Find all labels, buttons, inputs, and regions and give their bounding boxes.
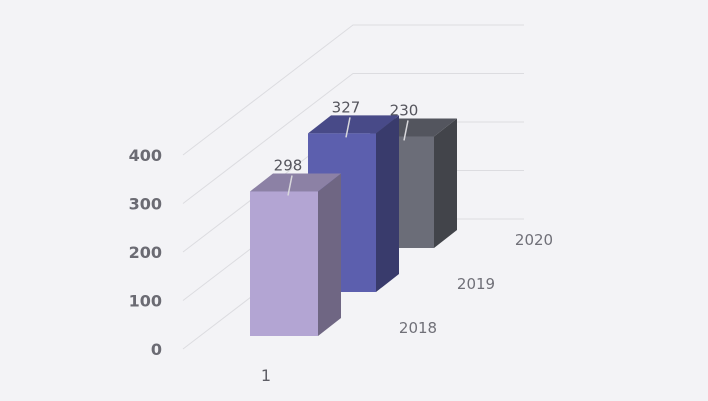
bar-side-face xyxy=(318,173,341,336)
series-label: 2019 xyxy=(457,275,495,293)
y-axis-ticks: 0 100 200 300 400 xyxy=(129,146,162,359)
bar-front-face xyxy=(250,191,318,336)
bar-top-face xyxy=(308,115,399,134)
series-labels: 2020 2019 2018 xyxy=(399,231,553,337)
y-tick-label: 400 xyxy=(129,146,162,165)
data-label-leader xyxy=(403,120,409,141)
bar-side-face xyxy=(434,118,457,248)
gridline xyxy=(182,24,524,156)
data-label: 327 xyxy=(332,98,361,116)
y-tick-label: 200 xyxy=(129,243,162,262)
y-tick-label: 300 xyxy=(129,195,162,214)
bar-side-face xyxy=(376,115,399,292)
data-label-leader xyxy=(287,175,293,196)
bar-top-face xyxy=(250,173,341,192)
bars: 230 327 298 xyxy=(250,98,457,336)
data-label: 298 xyxy=(274,156,303,174)
data-label: 230 xyxy=(390,101,419,119)
y-tick-label: 0 xyxy=(151,340,162,359)
series-label: 2020 xyxy=(515,231,553,249)
bar-2018: 298 xyxy=(250,156,341,336)
data-label-leader xyxy=(345,117,351,138)
category-label: 1 xyxy=(261,366,271,385)
series-label: 2018 xyxy=(399,319,437,337)
y-tick-label: 100 xyxy=(129,292,162,311)
gridline xyxy=(182,73,524,204)
